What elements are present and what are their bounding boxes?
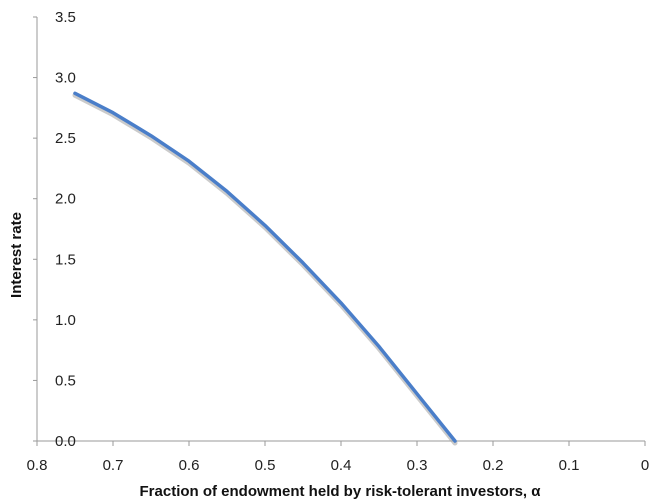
y-tick-label: 0.5 <box>55 372 76 389</box>
y-tick-label: 2.5 <box>55 130 76 147</box>
x-tick-label: 0.6 <box>179 457 200 474</box>
x-tick-label: 0.5 <box>255 457 276 474</box>
x-tick-label: 0.8 <box>27 457 48 474</box>
y-axis-title: Interest rate <box>8 212 25 298</box>
y-tick-label: 0.0 <box>55 433 76 450</box>
y-tick-label: 3.5 <box>55 9 76 26</box>
x-tick-label: 0.4 <box>331 457 352 474</box>
x-axis-title: Fraction of endowment held by risk-toler… <box>140 483 542 500</box>
y-tick-label: 2.0 <box>55 191 76 208</box>
y-tick-label: 1.5 <box>55 251 76 268</box>
y-tick-label: 1.0 <box>55 312 76 329</box>
data-series <box>72 91 458 446</box>
x-tick-label: 0.7 <box>103 457 124 474</box>
x-tick-label: 0.2 <box>483 457 504 474</box>
x-tick-label: 0.1 <box>559 457 580 474</box>
x-tick-label: 0 <box>641 457 649 474</box>
x-tick-label: 0.3 <box>407 457 428 474</box>
tick-labels: 0.0 0.5 1.0 1.5 2.0 2.5 3.0 3.5 0.8 0.7 0.6 0.5 0.4 0… <box>27 9 649 474</box>
series-line-shadow <box>72 92 458 446</box>
series-line <box>73 91 457 443</box>
y-tick-label: 3.0 <box>55 70 76 87</box>
axes <box>33 16 646 446</box>
